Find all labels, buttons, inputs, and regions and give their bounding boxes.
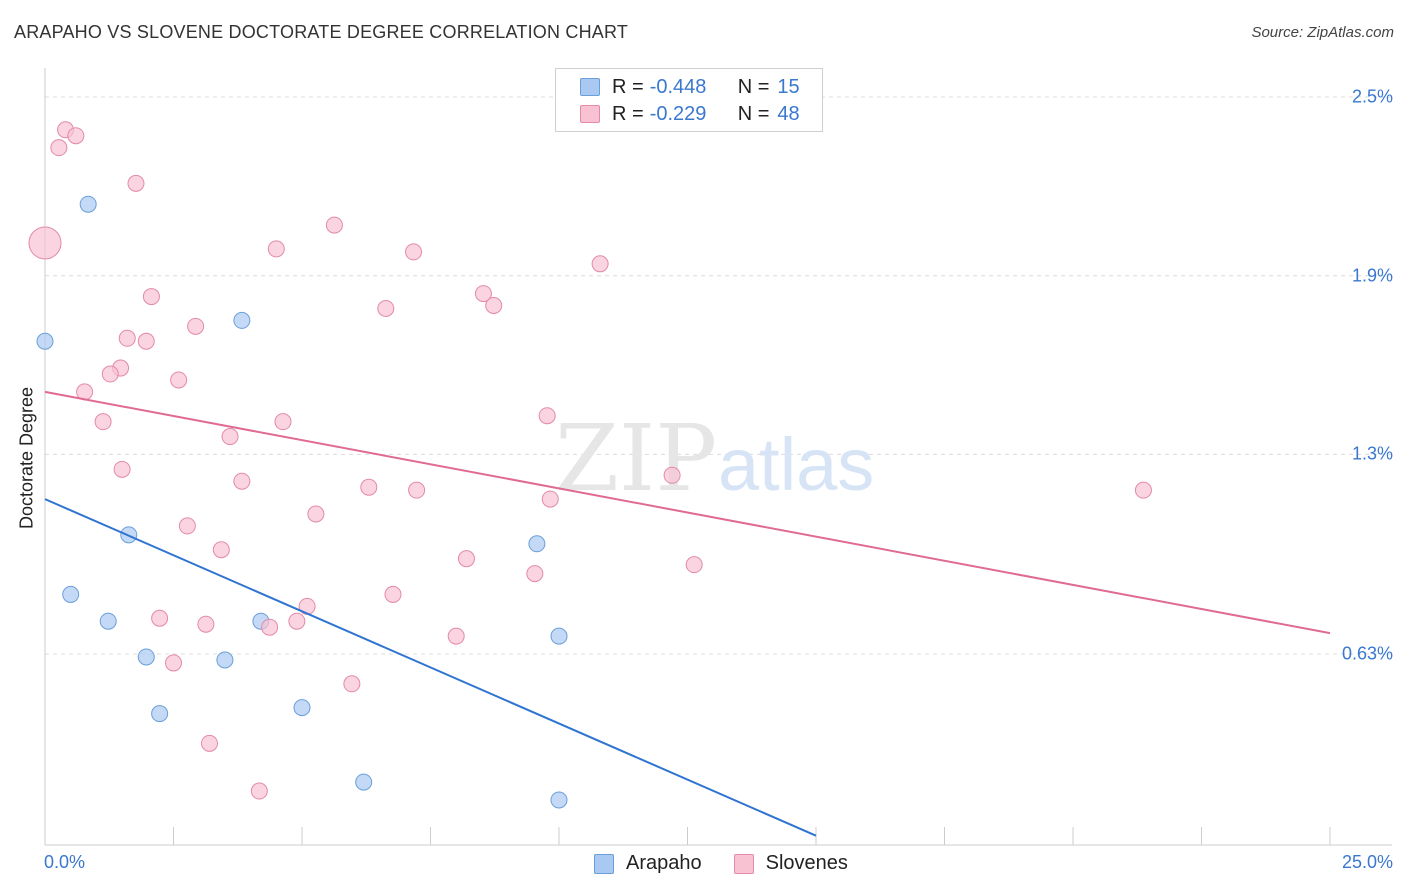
- stats-row-arapaho: R = -0.448 N = 15: [580, 74, 800, 100]
- point-slovenes: [233, 472, 251, 490]
- point-arapaho: [99, 612, 117, 630]
- legend-item-slovenes[interactable]: Slovenes: [733, 852, 848, 875]
- x-tick-min: 0.0%: [44, 852, 86, 872]
- point-slovenes: [250, 782, 268, 800]
- point-slovenes: [200, 734, 218, 752]
- x-tick-max: 25.0%: [1341, 852, 1393, 872]
- point-slovenes: [541, 490, 559, 508]
- point-slovenes: [178, 517, 196, 535]
- watermark: ZIP atlas: [555, 405, 874, 512]
- point-slovenes: [267, 240, 285, 258]
- y-tick-label: 1.9%: [1351, 265, 1393, 286]
- r-label: R =: [612, 102, 644, 125]
- point-slovenes: [447, 627, 465, 645]
- point-slovenes: [67, 127, 85, 145]
- point-arapaho: [355, 773, 373, 791]
- point-arapaho: [79, 195, 97, 213]
- point-slovenes: [307, 505, 325, 523]
- chart-title: ARAPAHO VS SLOVENE DOCTORATE DEGREE CORR…: [14, 22, 629, 42]
- r-value: -0.229: [649, 102, 707, 125]
- point-arapaho: [233, 311, 251, 329]
- point-slovenes: [685, 556, 703, 574]
- point-slovenes: [377, 299, 395, 317]
- n-label: N =: [737, 75, 770, 98]
- point-slovenes: [187, 317, 205, 335]
- point-arapaho: [550, 791, 568, 809]
- point-slovenes: [101, 365, 119, 383]
- source-credit: Source: ZipAtlas.com: [1251, 24, 1394, 41]
- point-slovenes: [288, 612, 306, 630]
- point-slovenes: [325, 216, 343, 234]
- data-points: [28, 121, 1152, 809]
- point-slovenes: [28, 226, 62, 260]
- point-slovenes: [663, 466, 681, 484]
- trend-line-arapaho: [44, 498, 817, 837]
- n-label: N =: [737, 102, 770, 125]
- point-slovenes: [50, 139, 68, 157]
- point-slovenes: [118, 329, 136, 347]
- point-slovenes: [221, 428, 239, 446]
- point-slovenes: [137, 332, 155, 350]
- r-value: -0.448: [649, 75, 707, 98]
- point-slovenes: [113, 460, 131, 478]
- point-slovenes: [526, 565, 544, 583]
- point-arapaho: [528, 535, 546, 553]
- point-slovenes: [360, 478, 378, 496]
- point-arapaho: [137, 648, 155, 666]
- point-slovenes: [408, 481, 426, 499]
- point-slovenes: [261, 618, 279, 636]
- legend-item-arapaho[interactable]: Arapaho: [594, 852, 702, 875]
- point-slovenes: [151, 609, 169, 627]
- trend-line-slovenes: [44, 390, 1331, 635]
- legend-swatch-slovenes: [733, 853, 754, 874]
- slovenes-swatch: [580, 105, 600, 123]
- y-tick-label: 0.63%: [1341, 643, 1393, 664]
- point-slovenes: [165, 654, 182, 672]
- y-tick-label: 2.5%: [1351, 86, 1393, 107]
- correlation-stats-box: R = -0.448 N = 15 R = -0.229 N = 48: [555, 68, 823, 132]
- grid-lines: [45, 96, 1392, 655]
- point-slovenes: [343, 675, 361, 693]
- watermark-atlas: atlas: [718, 423, 874, 506]
- point-arapaho: [550, 627, 568, 645]
- point-slovenes: [1134, 481, 1152, 499]
- stats-row-slovenes: R = -0.229 N = 48: [580, 101, 800, 127]
- point-slovenes: [274, 413, 292, 431]
- point-arapaho: [293, 699, 311, 717]
- point-slovenes: [170, 371, 188, 389]
- legend-label: Arapaho: [626, 852, 702, 874]
- trend-lines: [44, 390, 1331, 837]
- y-tick-label: 1.3%: [1351, 443, 1393, 464]
- watermark-zip: ZIP: [555, 405, 717, 512]
- point-slovenes: [457, 550, 475, 568]
- point-slovenes: [474, 285, 492, 303]
- point-slovenes: [485, 297, 503, 315]
- point-slovenes: [142, 288, 160, 306]
- point-arapaho: [216, 651, 234, 669]
- r-label: R =: [612, 75, 644, 98]
- point-slovenes: [212, 541, 230, 559]
- point-slovenes: [94, 413, 112, 431]
- legend-label: Slovenes: [765, 852, 848, 874]
- n-value: 48: [777, 102, 800, 125]
- point-slovenes: [127, 174, 145, 192]
- legend: Arapaho Slovenes: [594, 852, 880, 875]
- point-slovenes: [197, 615, 215, 633]
- axes: [44, 68, 1392, 846]
- legend-swatch-arapaho: [594, 853, 614, 874]
- point-slovenes: [405, 243, 423, 261]
- point-slovenes: [538, 407, 556, 425]
- point-arapaho: [62, 585, 80, 603]
- n-value: 15: [777, 75, 800, 98]
- point-arapaho: [151, 705, 169, 723]
- point-slovenes: [591, 255, 609, 273]
- arapaho-swatch: [580, 78, 600, 96]
- point-arapaho: [36, 332, 54, 350]
- point-slovenes: [384, 585, 402, 603]
